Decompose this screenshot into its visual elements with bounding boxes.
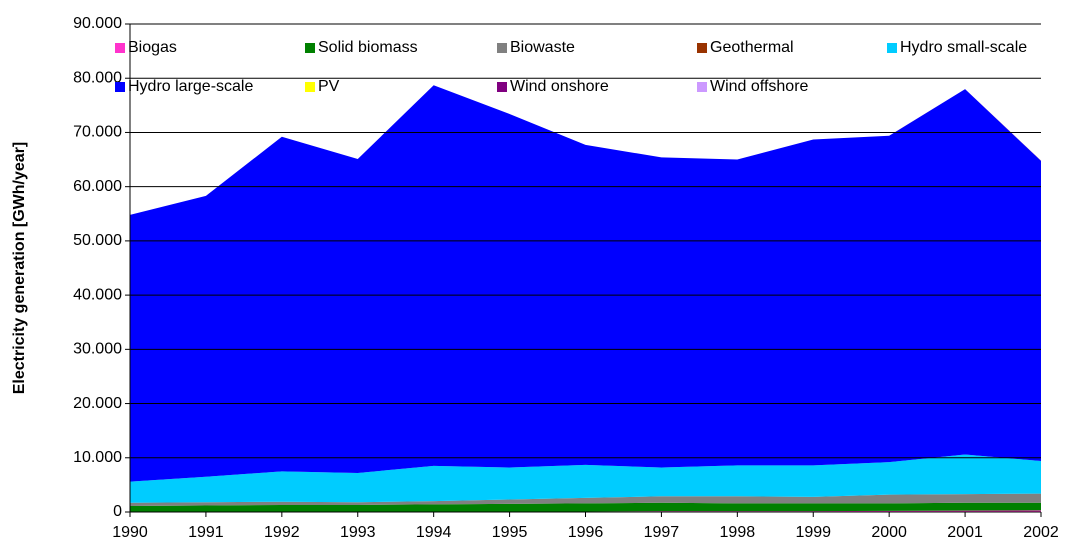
- legend-label: Solid biomass: [318, 39, 418, 56]
- area: [130, 85, 1041, 482]
- x-tick-label: 1995: [492, 524, 528, 541]
- legend-swatch: [305, 82, 315, 92]
- legend-swatch: [115, 43, 125, 53]
- x-tick-label: 2001: [947, 524, 983, 541]
- legend-label: Geothermal: [710, 39, 794, 56]
- y-axis-label: Electricity generation [GWh/year]: [11, 142, 28, 395]
- x-tick-label: 2002: [1023, 524, 1059, 541]
- x-tick-label: 1991: [188, 524, 224, 541]
- legend-label: Wind onshore: [510, 78, 609, 95]
- legend-label: Wind offshore: [710, 78, 809, 95]
- x-tick-label: 1990: [112, 524, 148, 541]
- legend-label: Biogas: [128, 39, 177, 56]
- legend-swatch: [697, 43, 707, 53]
- y-tick-label: 30.000: [73, 341, 122, 358]
- legend-swatch: [305, 43, 315, 53]
- x-tick-label: 2000: [871, 524, 907, 541]
- legend-label: PV: [318, 78, 340, 95]
- y-tick-label: 20.000: [73, 395, 122, 412]
- x-tick-label: 1994: [416, 524, 452, 541]
- area: [130, 493, 1041, 507]
- y-tick-label: 0: [113, 503, 122, 520]
- legend-swatch: [497, 82, 507, 92]
- y-tick-label: 60.000: [73, 178, 122, 195]
- y-tick-label: 90.000: [73, 15, 122, 32]
- x-tick-label: 1997: [644, 524, 680, 541]
- x-tick-label: 1993: [340, 524, 376, 541]
- legend-label: Biowaste: [510, 39, 575, 56]
- y-tick-label: 80.000: [73, 69, 122, 86]
- legend-swatch: [887, 43, 897, 53]
- x-tick-label: 1992: [264, 524, 300, 541]
- x-tick-label: 1996: [568, 524, 604, 541]
- area: [130, 454, 1041, 503]
- legend-swatch: [497, 43, 507, 53]
- x-tick-label: 1999: [795, 524, 831, 541]
- y-tick-label: 50.000: [73, 232, 122, 249]
- x-tick-label: 1998: [720, 524, 756, 541]
- y-tick-label: 10.000: [73, 449, 122, 466]
- legend-label: Hydro large-scale: [128, 78, 253, 95]
- legend-swatch: [697, 82, 707, 92]
- legend-swatch: [115, 82, 125, 92]
- y-tick-label: 40.000: [73, 286, 122, 303]
- legend-label: Hydro small-scale: [900, 39, 1027, 56]
- y-tick-label: 70.000: [73, 124, 122, 141]
